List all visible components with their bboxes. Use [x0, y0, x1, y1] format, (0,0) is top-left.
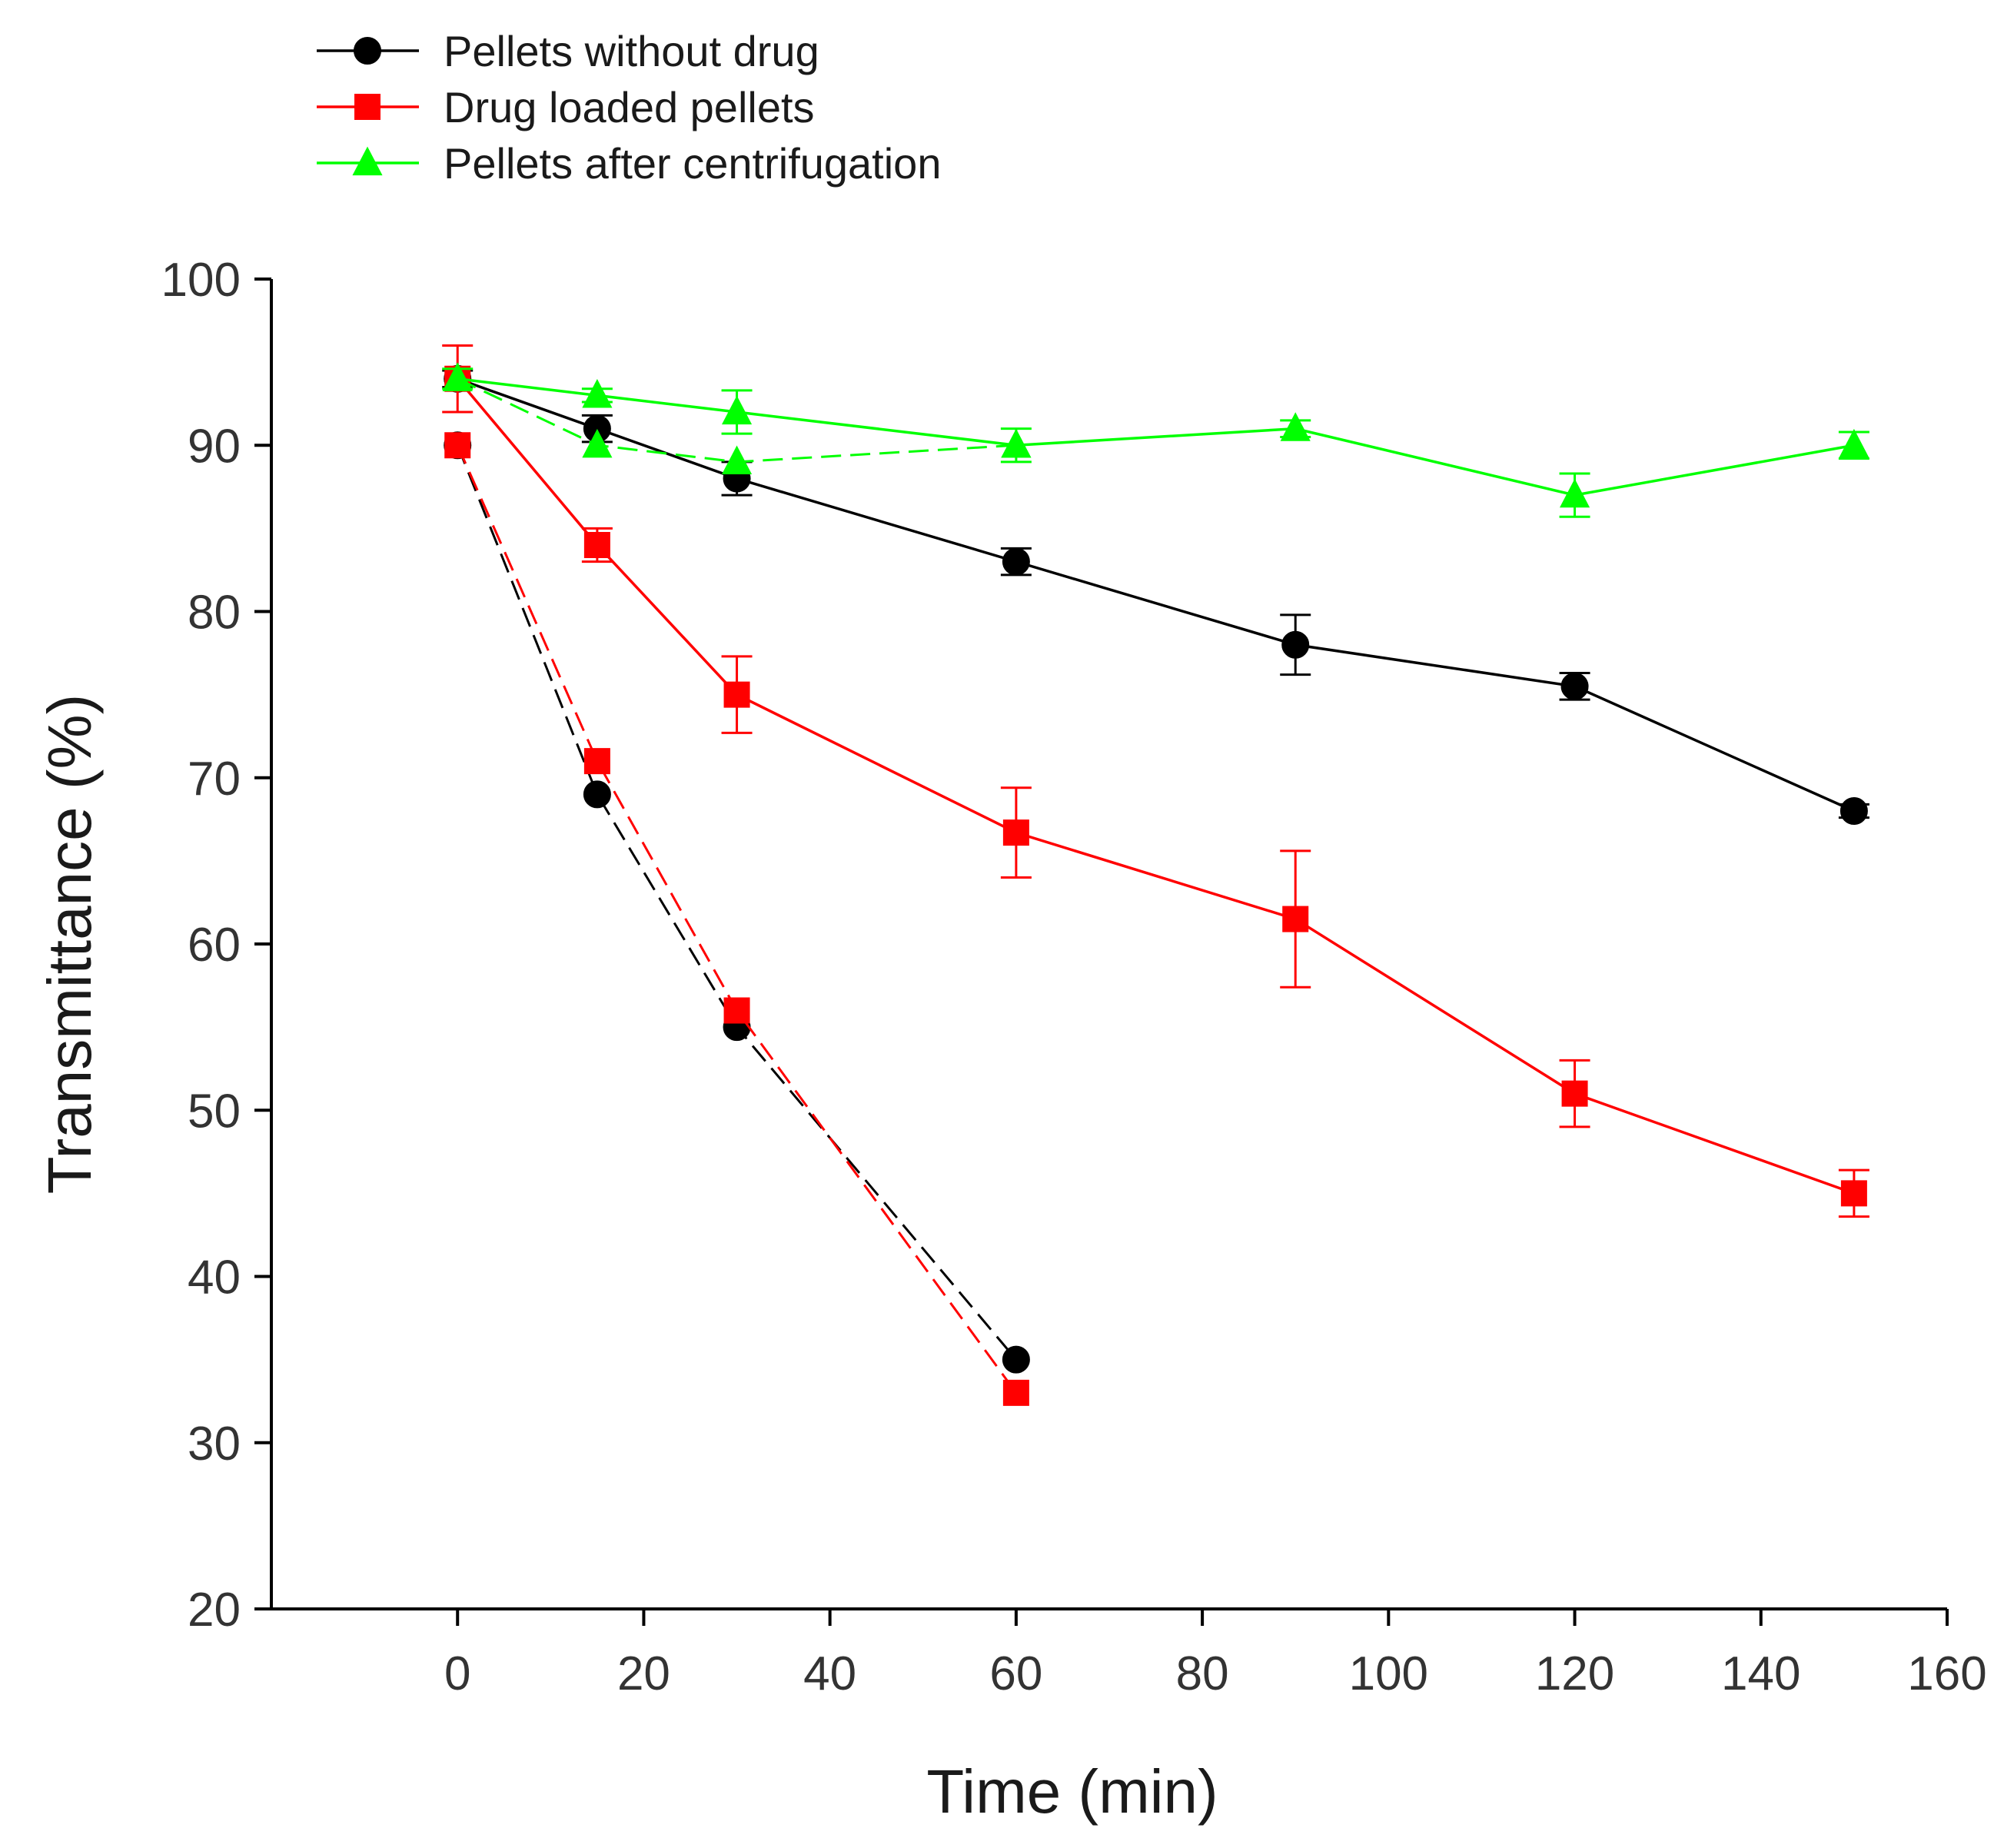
x-tick-label-160: 160 [1907, 1647, 1986, 1700]
data-point [1002, 1345, 1030, 1374]
series-pellets-without-drug-dashed [444, 431, 1030, 1374]
data-point [722, 395, 753, 425]
y-tick-label-80: 80 [188, 587, 241, 640]
legend-label: Pellets after centrifugation [444, 139, 941, 188]
data-point [1561, 1080, 1588, 1107]
data-point [1281, 630, 1310, 659]
data-point [722, 445, 753, 474]
series-line-pellets-without-drug [457, 377, 1855, 813]
data-point [583, 532, 610, 558]
data-point [583, 780, 611, 809]
axes [270, 279, 1947, 1610]
ticks: 20 30 40 50 60 70 80 90 100 0 20 40 60 80 100 120 140 160 [161, 254, 1987, 1700]
series-layer [442, 344, 1869, 1406]
x-tick-label-100: 100 [1349, 1647, 1428, 1700]
data-point [1002, 547, 1030, 576]
series-line-drug-loaded-pellets [456, 377, 1855, 1195]
data-point [1839, 428, 1869, 458]
series-pellets-after-centrifugation-dashed [442, 362, 1032, 474]
series-line-pellets-without-drug-dashed [456, 444, 1018, 1361]
legend: Pellets without drug Drug loaded pellets P… [317, 27, 941, 188]
x-tick-label-80: 80 [1176, 1647, 1229, 1700]
y-axis-title: Transmittance (%) [35, 694, 104, 1195]
x-tick-label-40: 40 [803, 1647, 856, 1700]
legend-marker [352, 146, 383, 176]
x-tick-label-120: 120 [1535, 1647, 1614, 1700]
series-line-pellets-after-centrifugation [457, 377, 1855, 497]
y-tick-label-30: 30 [188, 1418, 241, 1471]
legend-item-pellets-after-centrifugation: Pellets after centrifugation [317, 139, 941, 188]
data-point [1839, 797, 1868, 825]
data-point [1002, 1379, 1029, 1406]
data-point [723, 997, 750, 1024]
data-point [1560, 478, 1590, 508]
data-point [1001, 428, 1032, 458]
x-tick-label-20: 20 [617, 1647, 670, 1700]
y-tick-label-20: 20 [188, 1584, 241, 1637]
series-line-drug-loaded-pellets-dashed [456, 444, 1018, 1394]
legend-marker [354, 37, 381, 65]
data-point [723, 681, 750, 708]
y-tick-label-70: 70 [188, 753, 241, 806]
data-point [582, 428, 613, 458]
x-tick-label-60: 60 [989, 1647, 1042, 1700]
series-pellets-without-drug [442, 364, 1869, 825]
y-tick-label-50: 50 [188, 1085, 241, 1138]
data-point [1002, 819, 1029, 846]
series-pellets-after-centrifugation [442, 362, 1869, 518]
legend-item-drug-loaded-pellets: Drug loaded pellets [317, 83, 815, 131]
x-tick-label-140: 140 [1721, 1647, 1800, 1700]
data-point [444, 432, 471, 459]
y-tick-label-60: 60 [188, 919, 241, 972]
data-point [442, 362, 473, 391]
data-point [583, 748, 610, 775]
legend-label: Pellets without drug [444, 27, 819, 75]
legend-marker [354, 94, 381, 120]
x-tick-label-0: 0 [444, 1647, 470, 1700]
y-tick-label-90: 90 [188, 420, 241, 473]
y-tick-label-100: 100 [161, 254, 241, 307]
data-point [1560, 672, 1589, 700]
y-tick-label-40: 40 [188, 1251, 241, 1305]
legend-item-pellets-without-drug: Pellets without drug [317, 27, 819, 75]
data-point [582, 378, 613, 408]
data-point [1840, 1180, 1867, 1207]
data-point [1280, 412, 1311, 441]
x-axis-title: Time (min) [926, 1757, 1218, 1826]
legend-label: Drug loaded pellets [444, 83, 815, 131]
series-drug-loaded-pellets-dashed [444, 432, 1029, 1406]
series-line-pellets-after-centrifugation-dashed [457, 377, 1016, 464]
series-drug-loaded-pellets [442, 344, 1869, 1218]
data-point [1282, 906, 1309, 932]
